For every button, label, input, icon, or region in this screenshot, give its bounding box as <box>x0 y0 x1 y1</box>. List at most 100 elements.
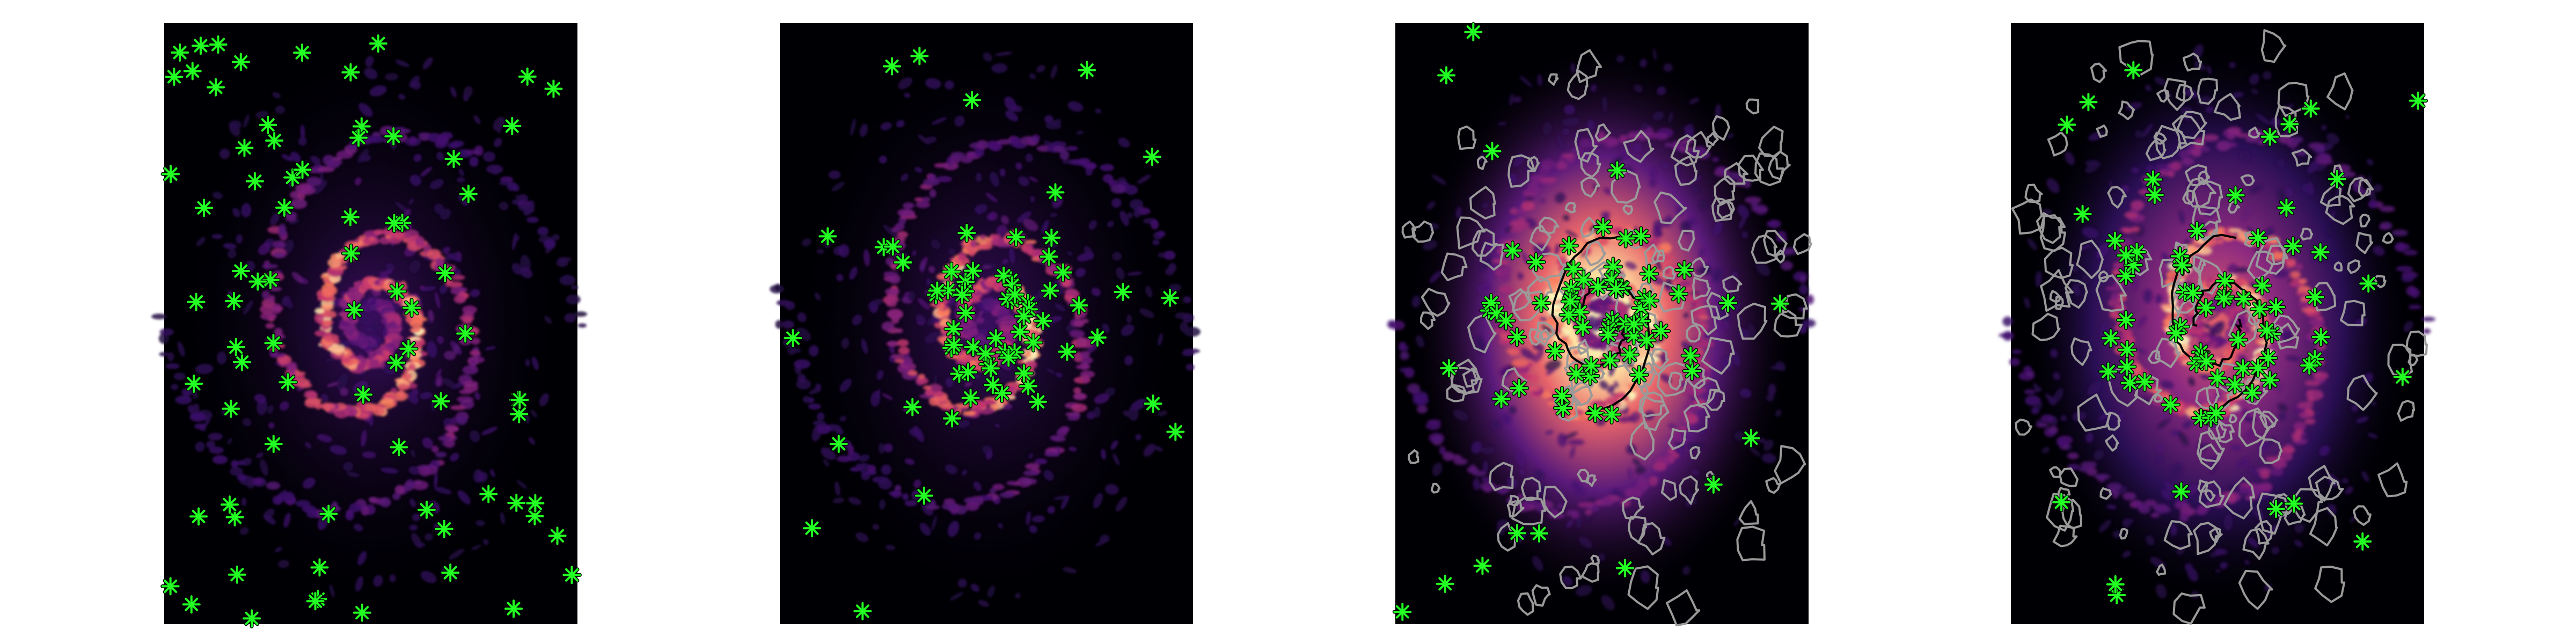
star-marker <box>2228 330 2249 350</box>
star-marker <box>1053 262 1073 283</box>
star-marker <box>1006 227 1026 247</box>
star-marker <box>1045 182 1066 202</box>
star-marker <box>184 374 204 394</box>
galaxy-image-4 <box>1999 23 2436 625</box>
star-marker <box>2105 231 2125 251</box>
star-marker <box>958 362 978 383</box>
star-marker <box>206 77 226 98</box>
star-marker <box>2166 323 2186 343</box>
star-marker <box>1629 364 1649 385</box>
star-marker <box>902 397 923 418</box>
star-marker <box>181 594 202 614</box>
star-marker <box>1040 281 1060 301</box>
star-marker <box>1674 260 1695 280</box>
star-marker <box>241 608 262 628</box>
star-marker <box>368 33 389 54</box>
star-marker <box>260 270 281 290</box>
star-marker <box>2143 169 2163 189</box>
star-marker <box>247 272 268 292</box>
star-marker <box>398 339 419 359</box>
star-marker <box>2284 493 2304 514</box>
star-marker <box>2105 574 2126 595</box>
star-marker <box>188 506 209 526</box>
star-marker <box>941 261 962 282</box>
spiral-arms <box>151 56 588 598</box>
star-marker <box>1014 363 1034 384</box>
star-marker <box>1491 389 1512 409</box>
star-marker <box>1585 403 1605 423</box>
star-marker <box>1558 305 1579 325</box>
star-marker <box>1087 327 1108 348</box>
star-marker <box>2234 289 2254 309</box>
star-marker <box>1142 147 1162 167</box>
star-marker <box>1624 314 1644 334</box>
star-marker <box>2117 356 2137 377</box>
star-marker <box>160 576 181 596</box>
star-marker <box>443 149 464 169</box>
star-marker <box>352 603 372 623</box>
galaxy-image-3 <box>1387 22 1816 627</box>
star-marker <box>914 486 934 506</box>
star-marker <box>2305 287 2325 308</box>
star-marker <box>1566 363 1586 384</box>
star-marker <box>2161 394 2181 415</box>
star-marker <box>1631 226 1651 246</box>
star-marker <box>2145 185 2165 205</box>
star-marker <box>2116 245 2136 266</box>
star-marker <box>2408 91 2428 111</box>
star-marker <box>2358 273 2379 294</box>
star-marker <box>2172 255 2192 275</box>
star-marker <box>1041 228 1062 248</box>
star-marker <box>547 525 568 546</box>
star-marker <box>561 565 582 585</box>
star-marker <box>1639 264 1659 284</box>
star-marker <box>1496 311 1516 331</box>
star-marker <box>1526 252 1546 272</box>
galaxy-panel-1 <box>151 23 588 628</box>
star-marker <box>344 300 364 320</box>
star-marker <box>1560 291 1580 312</box>
star-marker <box>1033 311 1053 331</box>
star-marker <box>2301 98 2321 119</box>
star-marker <box>2249 299 2270 319</box>
star-marker <box>1636 330 1657 350</box>
star-marker <box>389 437 409 457</box>
star-marker <box>952 284 972 305</box>
star-marker <box>1010 321 1030 342</box>
star-marker <box>2266 499 2286 519</box>
star-marker <box>386 353 406 373</box>
star-marker <box>458 184 479 204</box>
star-marker <box>2279 114 2300 134</box>
source-markers <box>160 33 582 628</box>
star-marker <box>998 347 1019 368</box>
star-marker <box>2299 355 2319 376</box>
star-marker <box>274 197 295 218</box>
star-marker <box>1113 282 1133 302</box>
star-marker <box>1603 257 1623 277</box>
star-marker <box>1529 523 1549 544</box>
star-marker <box>524 506 545 526</box>
galaxy-panel-4 <box>1999 23 2436 625</box>
star-marker <box>1392 602 1413 622</box>
star-marker <box>1574 269 1594 290</box>
star-marker <box>1552 386 1572 406</box>
star-marker <box>2327 169 2347 189</box>
star-marker <box>1601 404 1622 425</box>
star-marker <box>1682 361 1702 381</box>
star-marker <box>416 500 437 520</box>
star-marker <box>1559 236 1579 256</box>
star-marker <box>401 298 422 318</box>
star-marker <box>1680 346 1701 366</box>
star-marker <box>2196 351 2216 371</box>
star-marker <box>829 434 849 454</box>
star-marker <box>2073 204 2093 224</box>
star-marker <box>1741 428 1761 449</box>
star-marker <box>2051 492 2072 513</box>
star-marker <box>983 375 1003 395</box>
star-marker <box>2242 383 2263 403</box>
star-marker <box>226 337 246 357</box>
star-marker <box>478 484 499 504</box>
star-marker <box>2117 340 2138 360</box>
star-marker <box>219 494 240 515</box>
star-marker <box>1606 279 1626 299</box>
